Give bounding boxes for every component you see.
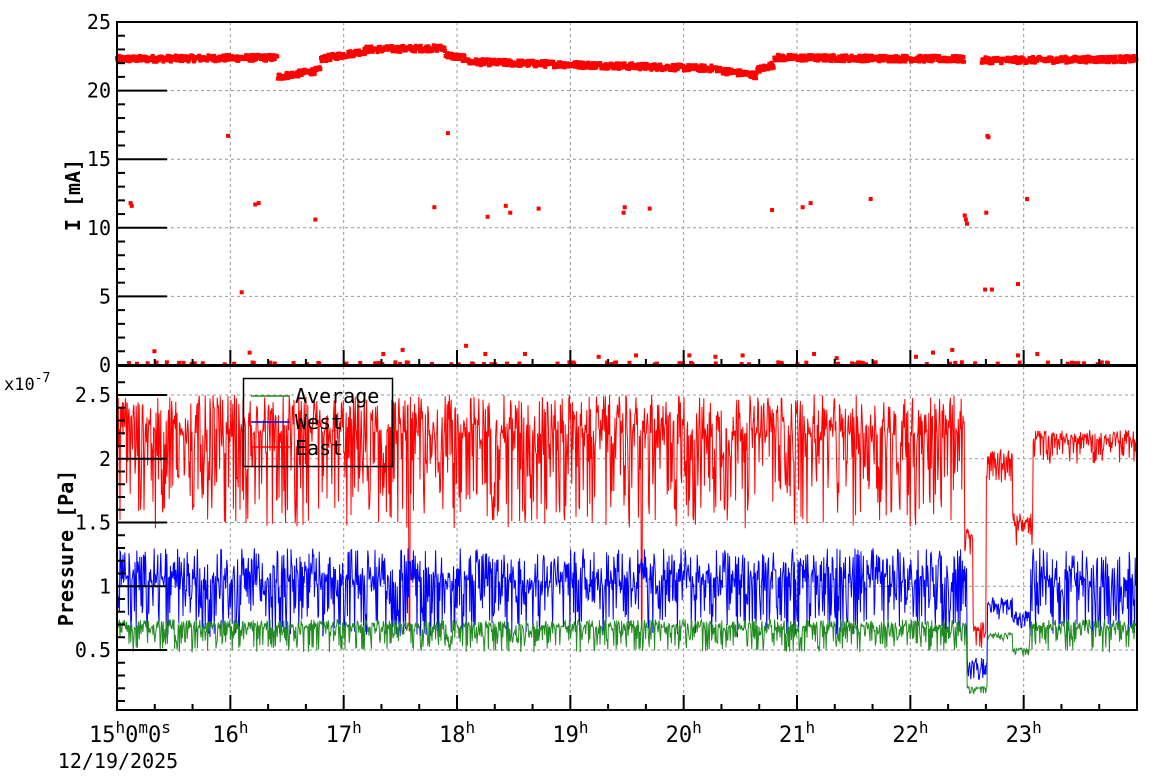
axes-frame — [116, 21, 1138, 711]
x-tick-label-22: 22h — [892, 718, 928, 748]
east-pressure-line — [116, 394, 1137, 648]
pressure-line-series — [116, 394, 1137, 695]
svg-text:5: 5 — [99, 284, 111, 308]
x-tick-label-23: 23h — [1006, 718, 1042, 748]
west-pressure-line — [116, 547, 1137, 680]
x-tick-label-18: 18h — [439, 718, 475, 748]
top-y-axis-label: I [mA] — [61, 159, 85, 231]
x-tick-label-21: 21h — [779, 718, 815, 748]
average-pressure-line — [116, 617, 1137, 695]
legend: Average West East — [242, 377, 394, 468]
y-multiplier-label: x10-7 — [4, 371, 50, 395]
svg-text:2.5: 2.5 — [75, 383, 111, 407]
x-axis-date-label: 12/19/2025 — [58, 749, 178, 773]
svg-text:10: 10 — [87, 216, 111, 240]
legend-west-label: West — [295, 410, 343, 434]
svg-text:15: 15 — [87, 147, 111, 171]
current-scatter-series — [115, 43, 1139, 367]
svg-text:1.5: 1.5 — [75, 511, 111, 535]
legend-average-label: Average — [295, 384, 379, 408]
svg-text:1: 1 — [99, 574, 111, 598]
x-tick-label-16: 16h — [212, 718, 248, 748]
x-tick-label-15: 15h0m0s — [89, 718, 171, 748]
tick-labels: 0 5 10 15 20 25 0.5 1 1.5 2 2.5 15h0m0s 16h 17h 18h 19h… — [75, 10, 1042, 748]
svg-text:25: 25 — [87, 10, 111, 34]
legend-east-label: East — [295, 436, 343, 460]
svg-text:2: 2 — [99, 447, 111, 471]
legend-box — [242, 377, 394, 468]
svg-text:20: 20 — [87, 79, 111, 103]
x-tick-label-20: 20h — [666, 718, 702, 748]
bottom-y-axis-label: Pressure [Pa] — [54, 470, 78, 627]
top-panel-grid — [117, 22, 1137, 365]
x-tick-label-19: 19h — [552, 718, 588, 748]
x-tick-label-17: 17h — [326, 718, 362, 748]
svg-text:0: 0 — [99, 353, 111, 377]
svg-text:0.5: 0.5 — [75, 638, 111, 662]
